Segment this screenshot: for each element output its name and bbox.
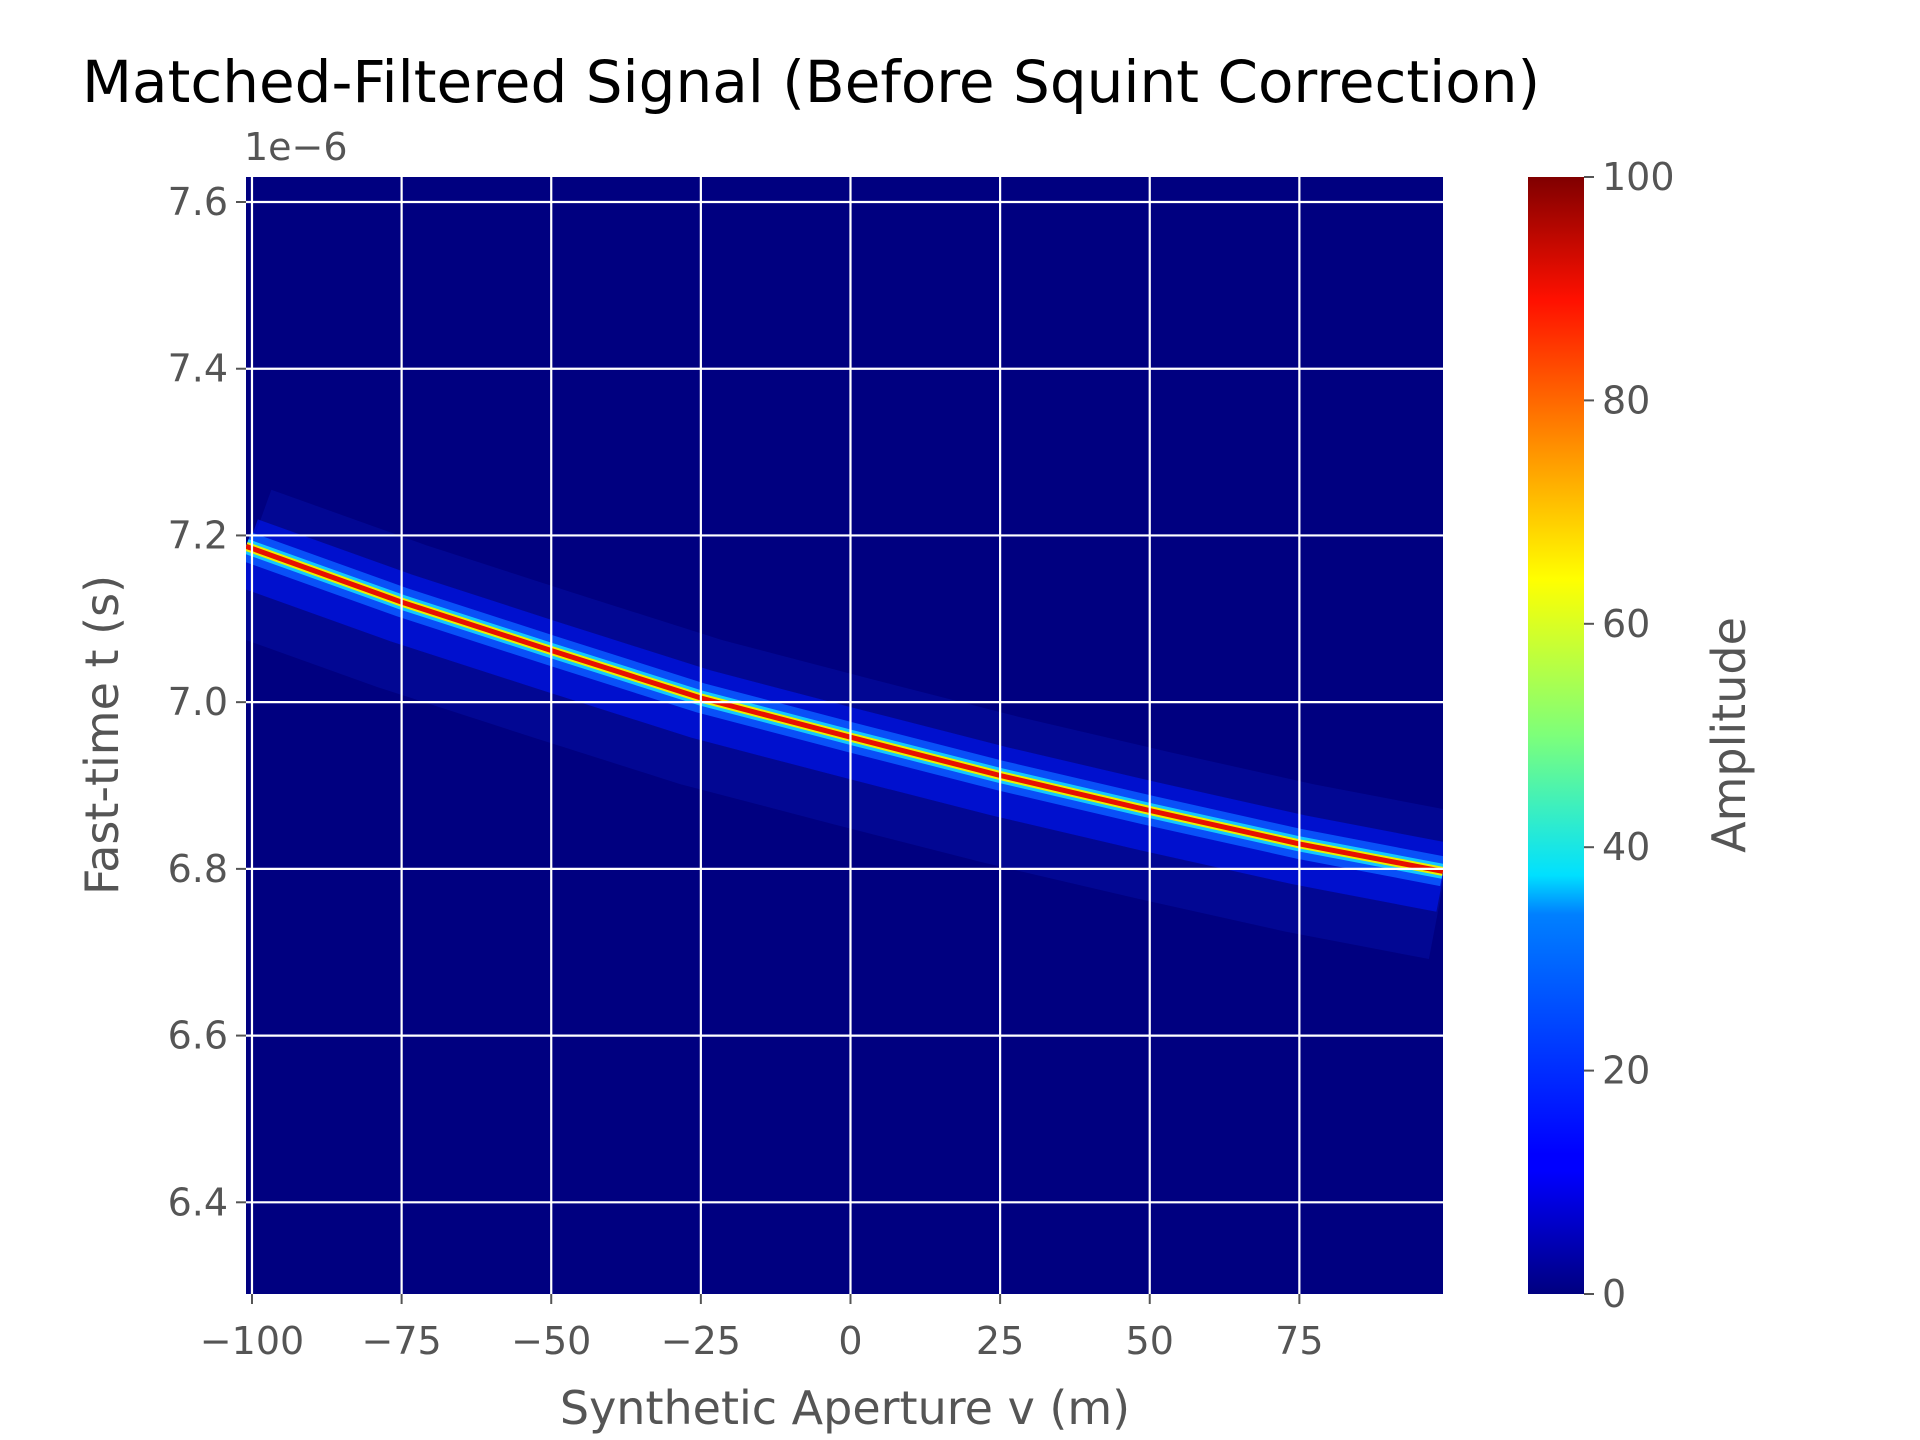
y-tick-label: 6.6 bbox=[168, 1014, 228, 1058]
grid-lines bbox=[246, 177, 1443, 1294]
x-axis-ticks: −100 −75 −50 −25 0 25 50 75 bbox=[200, 1294, 1324, 1363]
colorbar-tick-label: 100 bbox=[1602, 155, 1675, 199]
y-axis-label: Fast-time t (s) bbox=[75, 575, 129, 895]
y-tick-label: 7.2 bbox=[168, 513, 228, 557]
x-axis-label: Synthetic Aperture v (m) bbox=[560, 1381, 1130, 1435]
y-tick-label: 6.4 bbox=[168, 1180, 228, 1224]
colorbar-tick-label: 20 bbox=[1602, 1049, 1650, 1093]
colorbar-ticks: 0 20 40 60 80 100 bbox=[1584, 155, 1675, 1316]
colorbar-tick-label: 40 bbox=[1602, 825, 1650, 869]
x-tick-label: −100 bbox=[200, 1319, 304, 1363]
y-tick-label: 7.4 bbox=[168, 347, 228, 391]
x-tick-label: −75 bbox=[362, 1319, 442, 1363]
x-tick-label: −25 bbox=[661, 1319, 741, 1363]
colorbar bbox=[1528, 177, 1584, 1294]
colorbar-tick-label: 0 bbox=[1602, 1272, 1626, 1316]
colorbar-tick-label: 60 bbox=[1602, 602, 1650, 646]
x-tick-label: 0 bbox=[838, 1319, 862, 1363]
y-offset-label: 1e−6 bbox=[244, 125, 348, 169]
y-axis-ticks: 6.4 6.6 6.8 7.0 7.2 7.4 7.6 bbox=[168, 180, 246, 1224]
x-tick-label: 50 bbox=[1126, 1319, 1174, 1363]
x-tick-label: −50 bbox=[511, 1319, 591, 1363]
y-tick-label: 7.6 bbox=[168, 180, 228, 224]
colorbar-label: Amplitude bbox=[1702, 617, 1756, 853]
x-tick-label: 25 bbox=[976, 1319, 1024, 1363]
colorbar-tick-label: 80 bbox=[1602, 378, 1650, 422]
y-tick-label: 6.8 bbox=[168, 847, 228, 891]
chart-title: Matched-Filtered Signal (Before Squint C… bbox=[82, 48, 1540, 116]
x-tick-label: 75 bbox=[1275, 1319, 1323, 1363]
y-tick-label: 7.0 bbox=[168, 680, 228, 724]
